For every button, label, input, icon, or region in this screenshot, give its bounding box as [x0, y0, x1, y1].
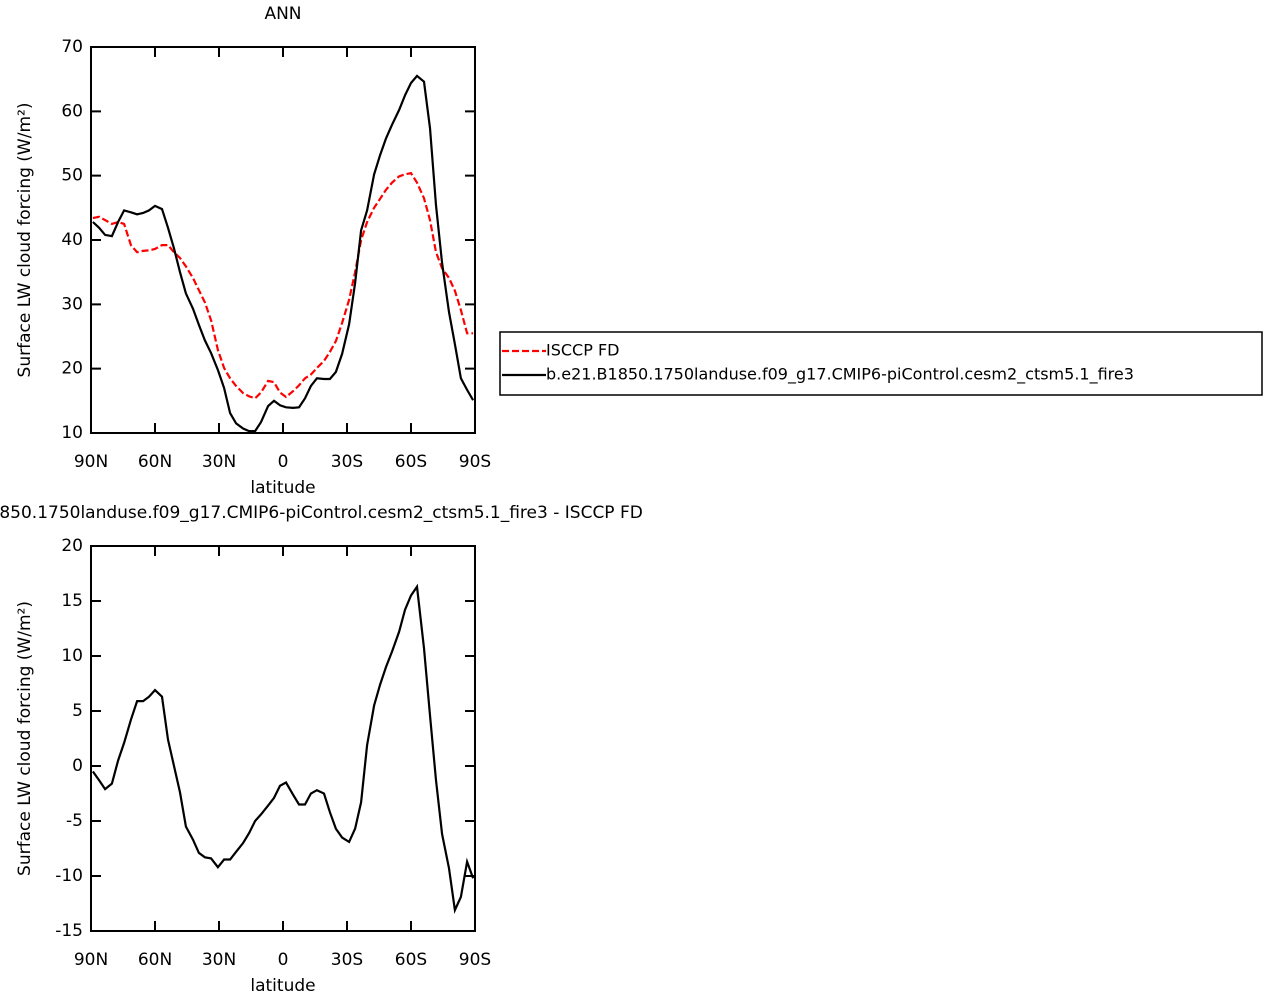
- plot-frame: [90, 545, 476, 932]
- y-tick-label: 30: [61, 294, 83, 314]
- y-tick-label: -5: [66, 811, 83, 831]
- data-line: [92, 171, 474, 400]
- x-tick-label: 30S: [331, 452, 363, 472]
- x-axis-label: latitude: [250, 976, 315, 996]
- y-tick-label: 50: [61, 166, 83, 186]
- x-tick-label: 90S: [459, 950, 491, 970]
- x-tick-label: 60N: [138, 452, 172, 472]
- y-tick-label: -15: [55, 921, 83, 941]
- y-tick-label: 0: [72, 756, 83, 776]
- x-tick-label: 90S: [459, 452, 491, 472]
- y-tick-label: 20: [61, 359, 83, 379]
- x-tick-label: 30S: [331, 950, 363, 970]
- y-tick-label: 10: [61, 423, 83, 443]
- x-tick-label: 90N: [74, 950, 108, 970]
- chart-title: b.e21.B1850.1750landuse.f09_g17.CMIP6-pi…: [0, 503, 643, 523]
- y-axis-label: Surface LW cloud forcing (W/m²): [15, 601, 35, 876]
- x-tick-label: 60N: [138, 950, 172, 970]
- data-line: [92, 74, 475, 433]
- y-tick-label: 60: [61, 101, 83, 121]
- y-tick-label: -10: [55, 866, 83, 886]
- x-tick-label: 60S: [395, 452, 427, 472]
- legend-label: ISCCP FD: [546, 341, 619, 360]
- y-axis-label: Surface LW cloud forcing (W/m²): [15, 103, 35, 378]
- x-tick-label: 0: [278, 950, 289, 970]
- x-axis-label: latitude: [250, 478, 315, 498]
- x-tick-label: 30N: [202, 452, 236, 472]
- legend-label: b.e21.B1850.1750landuse.f09_g17.CMIP6-pi…: [546, 365, 1134, 385]
- legend-box: [499, 331, 1263, 396]
- y-tick-label: 5: [72, 701, 83, 721]
- x-tick-label: 0: [278, 452, 289, 472]
- y-tick-label: 15: [61, 591, 83, 611]
- y-tick-label: 40: [61, 230, 83, 250]
- x-tick-label: 90N: [74, 452, 108, 472]
- x-tick-label: 60S: [395, 950, 427, 970]
- x-tick-label: 30N: [202, 950, 236, 970]
- y-tick-label: 10: [61, 646, 83, 666]
- y-tick-label: 20: [61, 536, 83, 556]
- chart-title: ANN: [264, 4, 301, 24]
- plot-frame: [90, 46, 476, 434]
- data-line: [92, 583, 475, 914]
- y-tick-label: 70: [61, 37, 83, 57]
